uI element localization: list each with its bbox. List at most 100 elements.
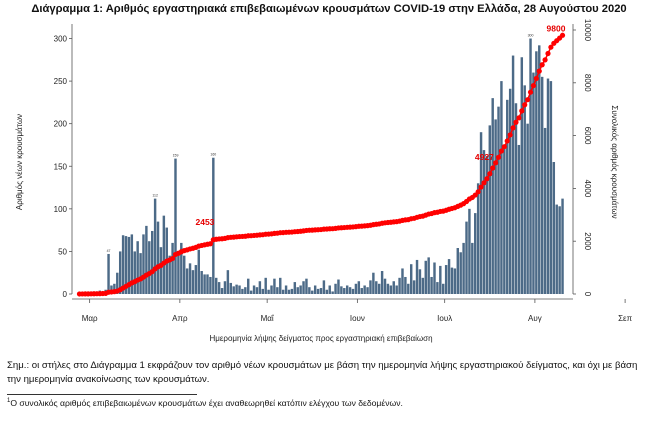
- bar: [121, 235, 125, 294]
- bar: [203, 274, 206, 294]
- bar: [552, 162, 556, 294]
- bar: [174, 158, 177, 294]
- bar: [247, 278, 250, 294]
- cumulative-point: [501, 144, 507, 150]
- cumulative-point: [207, 241, 214, 247]
- bar: [287, 289, 291, 294]
- bar: [415, 259, 419, 294]
- cumulative-point: [548, 44, 554, 50]
- bar: [482, 150, 486, 294]
- bar: [540, 76, 544, 294]
- bar: [113, 283, 116, 294]
- cumulative-annotation: 9800: [547, 23, 566, 33]
- footnote: 1Ο συνολικός αριθμός επιβεβαιωμένων κρου…: [7, 398, 647, 408]
- bar: [424, 260, 427, 294]
- bar: [180, 242, 183, 294]
- chart-title: Διάγραμμα 1: Αριθμός εργαστηριακά επιβεβ…: [31, 3, 627, 15]
- y-tick-label: 250: [54, 77, 68, 86]
- bar: [456, 248, 459, 294]
- footnote-text: Ο συνολικός αριθμός επιβεβαιωμένων κρουσ…: [10, 398, 403, 408]
- cumulative-point: [539, 62, 545, 68]
- cumulative-point: [513, 119, 519, 125]
- bar: [171, 242, 174, 294]
- cumulative-point: [536, 68, 542, 74]
- bar: [311, 290, 314, 294]
- bar: [546, 78, 550, 294]
- bar: [535, 51, 538, 294]
- cumulative-point: [510, 125, 516, 131]
- bar: [392, 281, 395, 294]
- bar: [127, 236, 131, 294]
- bar: [212, 157, 215, 294]
- bar: [462, 242, 465, 294]
- bar: [188, 263, 192, 294]
- cumulative-point: [525, 97, 531, 103]
- x-tick-label: Μαΐ: [261, 314, 275, 323]
- cumulative-point: [169, 255, 176, 262]
- bar: [177, 253, 180, 294]
- cumulative-point: [484, 176, 490, 182]
- bar: [200, 271, 203, 294]
- cumulative-point: [487, 171, 493, 177]
- bar: [139, 253, 142, 294]
- bar: [322, 280, 326, 294]
- bar: [360, 288, 363, 294]
- y-tick-label: 50: [58, 247, 67, 256]
- bar: [116, 272, 119, 294]
- bar: [494, 119, 497, 294]
- bar: [124, 236, 128, 294]
- bar: [148, 241, 151, 294]
- bar: [264, 277, 267, 294]
- bar: [433, 262, 436, 294]
- bar: [217, 282, 221, 294]
- bar: [267, 289, 270, 294]
- bar: [523, 85, 526, 294]
- y-tick-label: 0: [63, 290, 68, 299]
- bar: [506, 99, 509, 294]
- bar: [363, 285, 366, 294]
- annotations-layer: 2453 4927 9800: [196, 23, 566, 227]
- bar: [293, 282, 297, 294]
- bar: [136, 241, 139, 294]
- bar: [395, 285, 398, 294]
- bar: [377, 283, 381, 294]
- bar: [450, 267, 454, 294]
- bar: [305, 278, 308, 294]
- bar: [412, 280, 416, 294]
- bar: [555, 204, 558, 294]
- bar: [407, 283, 410, 294]
- bar: [375, 281, 378, 294]
- bar: [276, 287, 279, 294]
- bar-data-label: 47: [107, 249, 111, 253]
- bar: [229, 282, 232, 294]
- bar: [255, 287, 259, 294]
- x-tick-label: Μαρ: [82, 314, 98, 323]
- bar: [235, 284, 238, 294]
- bar: [476, 183, 480, 294]
- bar: [156, 221, 160, 294]
- bar: [447, 259, 451, 294]
- bar: [354, 283, 358, 294]
- cumulative-point: [495, 154, 502, 160]
- bar: [325, 289, 329, 294]
- bar: [439, 265, 442, 294]
- bar: [471, 242, 474, 294]
- bar: [558, 206, 561, 294]
- bar: [241, 288, 244, 294]
- bar: [183, 255, 186, 294]
- cumulative-annotation: 4927: [475, 152, 494, 162]
- bar-data-label: 300: [528, 34, 534, 38]
- bar: [465, 221, 468, 294]
- bar: [185, 268, 189, 294]
- footnote-mark: 1: [7, 398, 11, 405]
- cumulative-annotation: 2453: [196, 217, 215, 227]
- bar: [194, 265, 198, 294]
- bar: [511, 55, 515, 294]
- bar: [296, 287, 299, 294]
- bar: [215, 277, 218, 294]
- bar: [500, 81, 503, 294]
- cumulative-point: [527, 89, 534, 95]
- chart-plot: 47 112 159 160 300 0 50 100 150 200 250 300 0 2000 40…: [15, 19, 633, 343]
- bar: [453, 268, 457, 294]
- axes-layer: 0 50 100 150 200 250 300 0 2000 4000 6000 8000 10000…: [15, 19, 633, 343]
